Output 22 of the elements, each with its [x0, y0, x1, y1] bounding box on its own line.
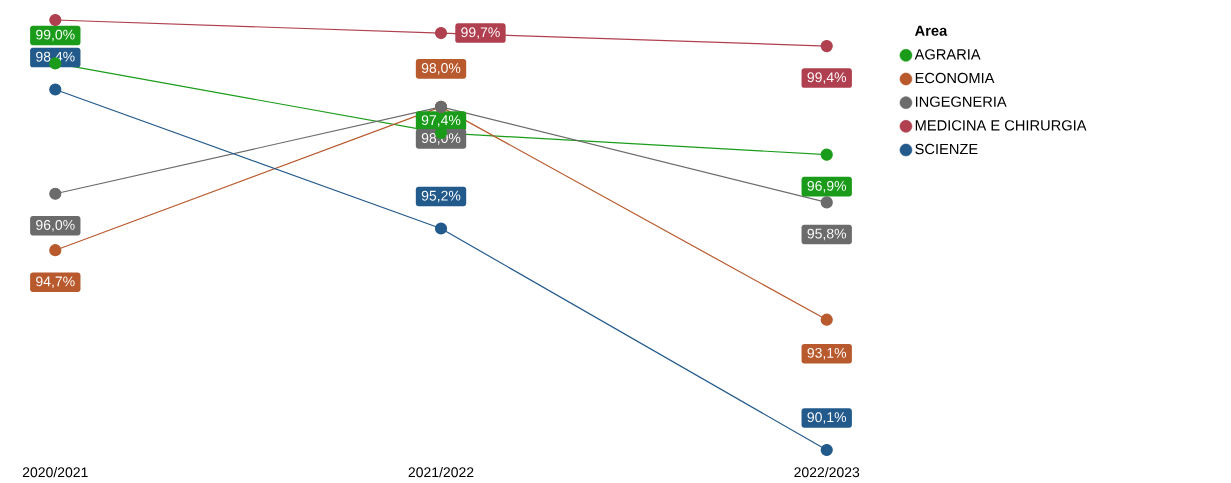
legend-label: AGRARIA — [914, 49, 981, 60]
data-label: 96,0% — [36, 219, 75, 232]
data-label: 94,7% — [36, 276, 75, 288]
data-label: 95,2% — [421, 190, 461, 203]
x-tick-label: 2020/2021 — [22, 466, 88, 478]
legend-label: MEDICINA E CHIRURGIA — [915, 120, 1087, 131]
data-label: 97,4% — [421, 115, 461, 127]
data-label: 99,0% — [36, 29, 75, 42]
data-label: 96,9% — [807, 180, 847, 193]
data-label: 93,1% — [807, 347, 847, 360]
data-label: 99,4% — [807, 72, 847, 84]
legend-label: ECONOMIA — [915, 72, 995, 84]
legend-title: Area — [914, 25, 948, 36]
data-label: 98,4% — [36, 51, 75, 64]
x-tick-label: 2021/2022 — [408, 466, 474, 478]
data-label: 90,1% — [807, 412, 847, 424]
data-label: 95,8% — [807, 228, 847, 241]
legend-label: INGEGNERIA — [915, 96, 1007, 107]
x-tick-label: 2022/2023 — [794, 466, 860, 478]
legend-label: SCIENZE — [915, 143, 978, 155]
data-label: 99,7% — [461, 27, 500, 39]
data-label: 98,0% — [421, 63, 461, 75]
